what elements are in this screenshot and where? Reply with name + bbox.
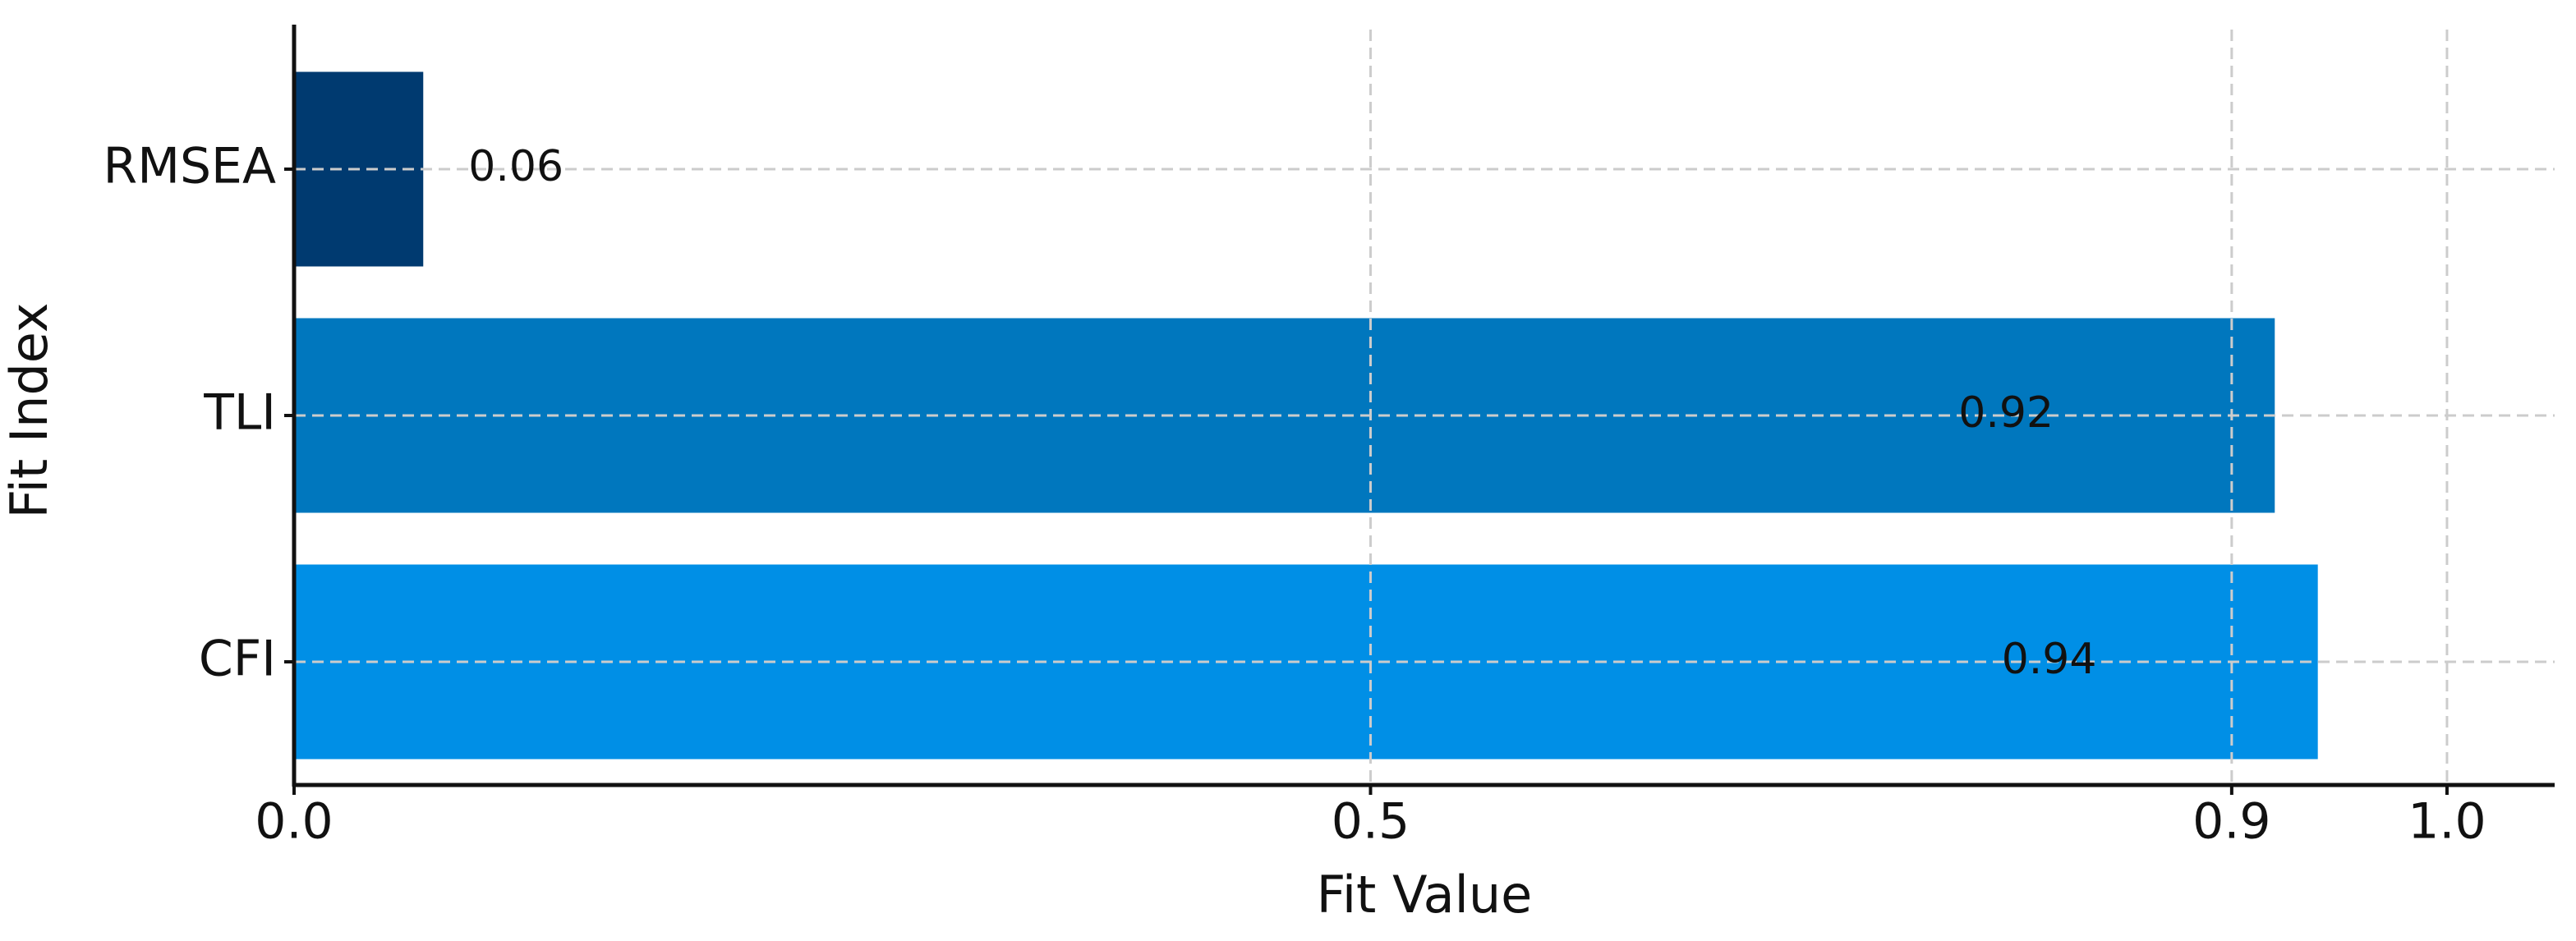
x-tick-label: 0.9 — [2192, 793, 2270, 851]
x-tick-label: 0.0 — [255, 793, 333, 851]
y-tick-label: CFI — [199, 631, 276, 688]
y-tick-label: RMSEA — [104, 138, 277, 195]
x-tick-label: 1.0 — [2408, 793, 2486, 851]
value-label: 0.06 — [468, 142, 564, 191]
x-axis-title: Fit Value — [1317, 865, 1533, 925]
value-label: 0.94 — [2002, 635, 2097, 684]
y-axis-title: Fit Index — [0, 302, 59, 518]
x-tick-label: 0.5 — [1332, 793, 1410, 851]
y-tick-label: TLI — [203, 384, 276, 442]
value-label: 0.92 — [1958, 388, 2054, 438]
